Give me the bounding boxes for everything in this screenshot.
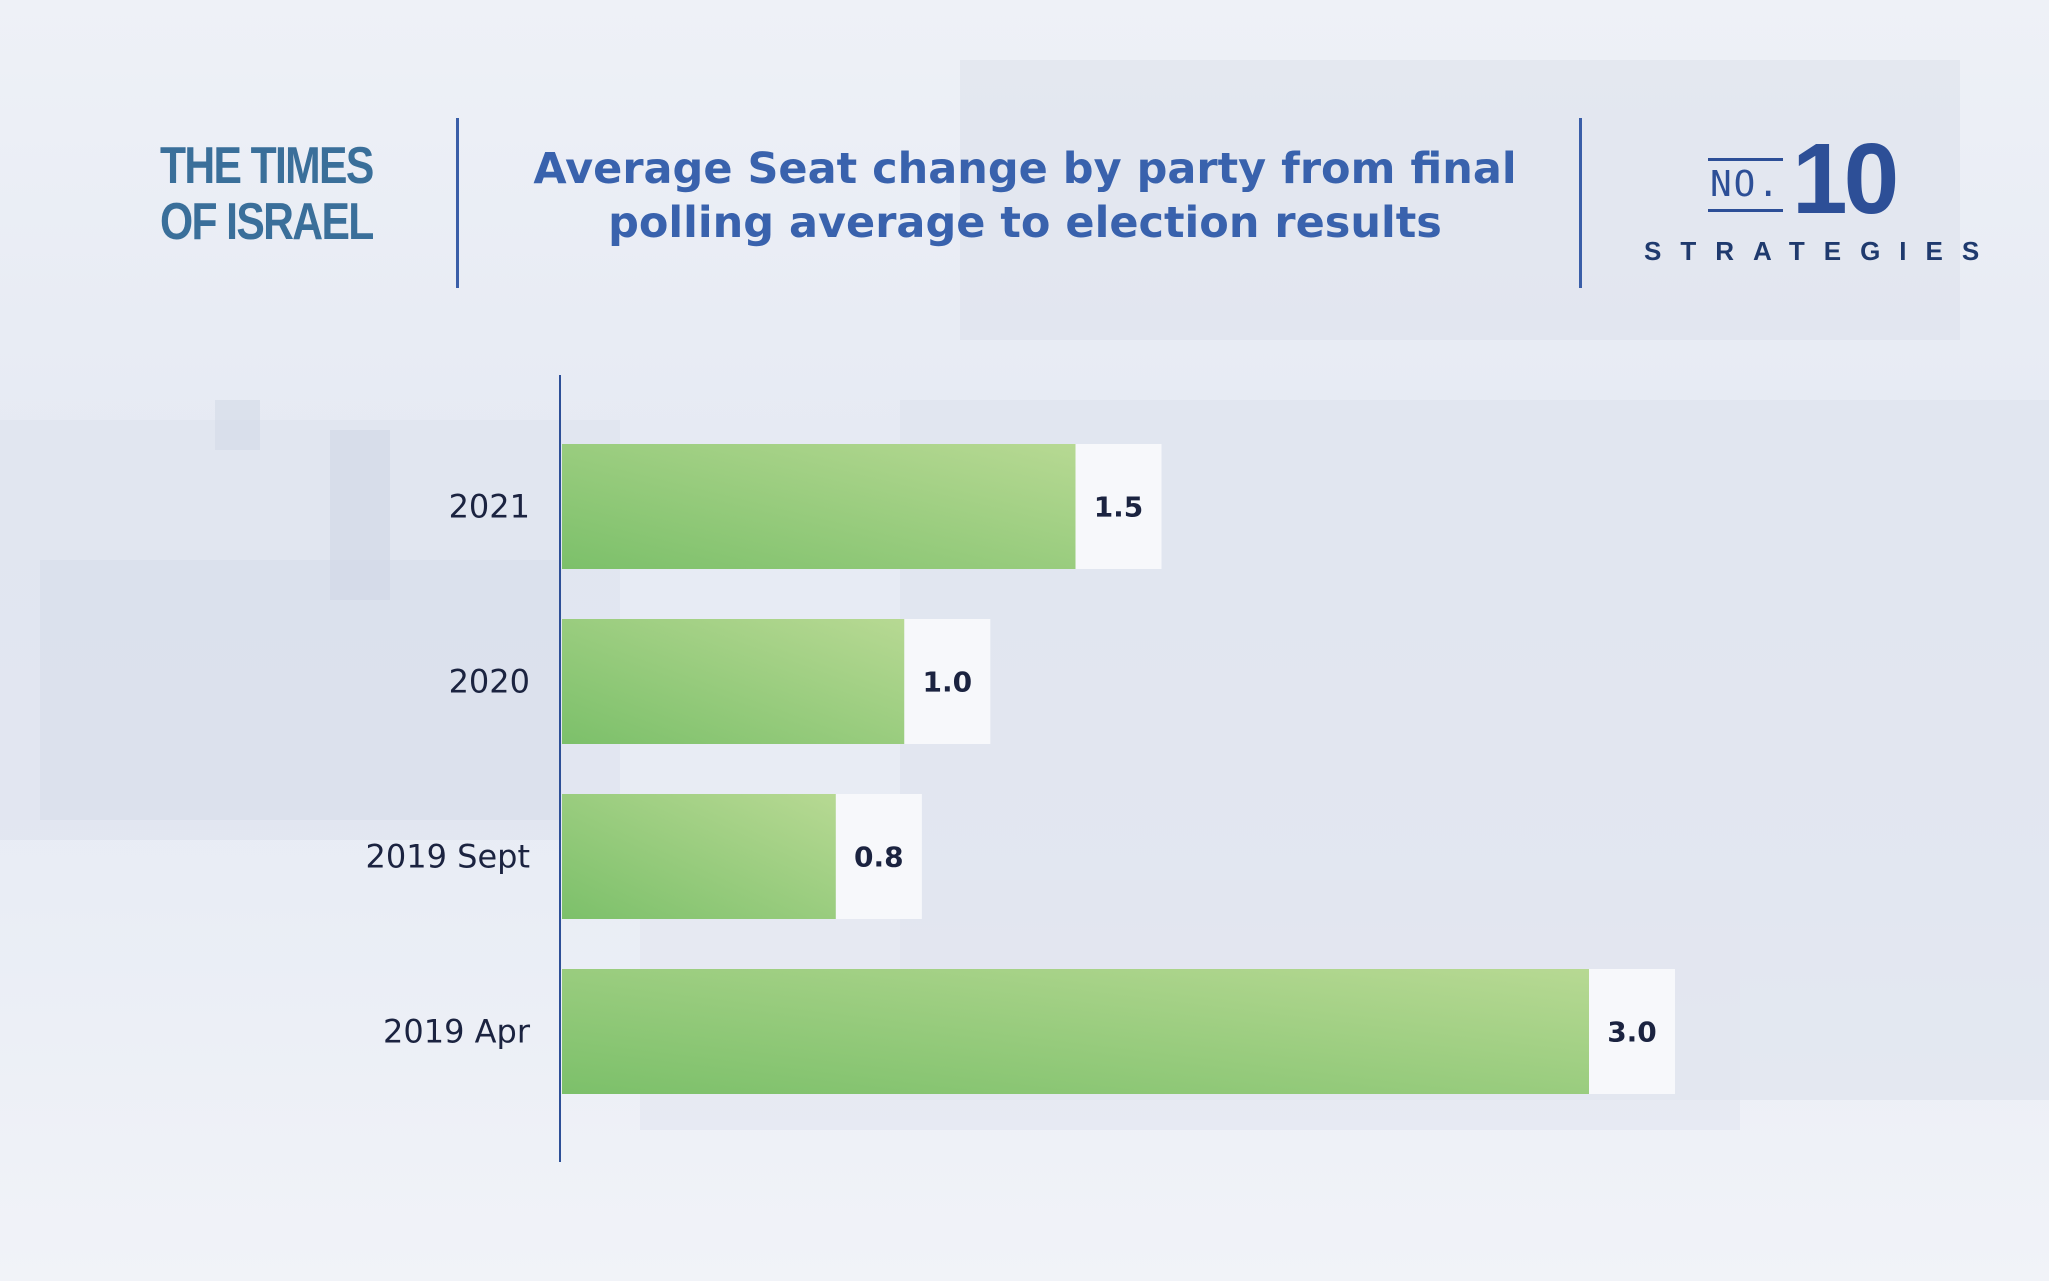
bar-2021 bbox=[562, 444, 1076, 569]
chart-title: Average Seat change by party from final … bbox=[470, 142, 1580, 250]
category-label: 2019 Apr bbox=[383, 1013, 531, 1051]
header-divider-right bbox=[1579, 118, 1582, 288]
times-of-israel-logo: THE TIMES OF ISRAEL bbox=[160, 137, 374, 251]
category-label: 2021 bbox=[449, 488, 530, 526]
value-label: 1.0 bbox=[923, 666, 973, 699]
header-divider-left bbox=[456, 118, 459, 288]
chart-title-line-1: Average Seat change by party from final bbox=[533, 144, 1517, 194]
category-label: 2019 Sept bbox=[366, 838, 530, 876]
bar-2019-sept bbox=[562, 794, 836, 919]
chart-title-line-2: polling average to election results bbox=[608, 198, 1442, 248]
value-label-box bbox=[1075, 444, 1162, 569]
value-label: 1.5 bbox=[1094, 491, 1144, 524]
value-label-box bbox=[835, 794, 922, 919]
logo-no-label: NO. bbox=[1708, 158, 1784, 212]
category-label: 2020 bbox=[449, 663, 530, 701]
bar-2020 bbox=[562, 619, 905, 744]
logo-line-2: OF ISRAEL bbox=[160, 193, 374, 251]
value-label: 0.8 bbox=[854, 841, 904, 874]
no10-strategies-logo: NO. 10 STRATEGIES bbox=[1640, 123, 1990, 270]
value-label-box bbox=[904, 619, 991, 744]
value-label: 3.0 bbox=[1607, 1016, 1657, 1049]
bar-2019-apr bbox=[562, 969, 1589, 1094]
logo-line-1: THE TIMES bbox=[160, 137, 374, 195]
value-label-box bbox=[1589, 969, 1675, 1094]
header: THE TIMES OF ISRAEL Average Seat change … bbox=[0, 0, 2049, 300]
logo-strategies: STRATEGIES bbox=[1644, 236, 1999, 266]
logo-number: 10 bbox=[1792, 123, 1899, 235]
